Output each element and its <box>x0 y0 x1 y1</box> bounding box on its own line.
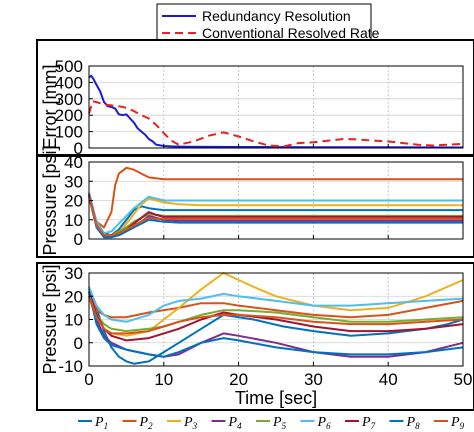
x-tick-label: 10 <box>154 370 173 389</box>
y-tick-label: 400 <box>55 73 83 92</box>
legend-label: P5 <box>272 415 287 431</box>
legend-label: P2 <box>139 415 154 431</box>
bottom-legend: P1 P2 P3 P4 P5 P6 P7 P8 P9 <box>78 415 465 431</box>
legend-label: P3 <box>183 415 198 431</box>
panel-frame <box>36 262 474 411</box>
y-tick-label: 20 <box>64 287 83 306</box>
y-tick-label: 0 <box>74 334 83 353</box>
y-tick-label: 20 <box>64 192 83 211</box>
x-axis-label: Time [sec] <box>235 388 317 408</box>
panel-frame <box>36 154 474 258</box>
legend-label: P7 <box>361 415 376 431</box>
series-line-conventional-resolved-rate <box>88 100 464 148</box>
series-line-p8 <box>88 196 463 239</box>
series-line-p3 <box>88 272 464 337</box>
legend-label: P9 <box>450 415 465 431</box>
y-tick-label: 500 <box>55 57 83 76</box>
legend-label: P4 <box>228 415 243 431</box>
series-line-p6 <box>88 192 463 235</box>
legend-label: P8 <box>406 415 421 431</box>
y-tick-label: 40 <box>64 153 83 172</box>
y-axis-label: Pressure [psi] <box>40 264 60 374</box>
y-tick-label: 0 <box>74 230 83 249</box>
series-line-p5 <box>88 293 464 333</box>
y-tick-label: 30 <box>64 172 83 191</box>
legend-label: P1 <box>94 415 108 431</box>
series-line-p8 <box>88 291 464 358</box>
x-tick-label: 30 <box>304 370 323 389</box>
y-tick-label: 300 <box>55 90 83 109</box>
legend-label: Conventional Resolved Rate <box>202 25 380 41</box>
series-line-p9 <box>88 295 464 335</box>
y-tick-label: 0 <box>74 139 83 158</box>
y-tick-label: 30 <box>64 264 83 283</box>
x-tick-label: 0 <box>84 370 93 389</box>
y-tick-label: 200 <box>55 106 83 125</box>
y-tick-label: 100 <box>55 123 83 142</box>
y-tick-label: 10 <box>64 311 83 330</box>
x-tick-label: 40 <box>379 370 398 389</box>
legend-label: Redundancy Resolution <box>202 8 351 24</box>
x-tick-label: 20 <box>229 370 248 389</box>
series-line-p6 <box>88 286 464 323</box>
series-line-p1 <box>88 288 464 365</box>
y-tick-label: -10 <box>58 357 83 376</box>
plot-area <box>88 65 464 149</box>
series-line-p2 <box>88 166 463 229</box>
legend-label: P6 <box>317 415 332 431</box>
y-axis-label: Error [mm] <box>40 65 60 150</box>
series-line-p9 <box>88 196 463 237</box>
x-tick-label: 50 <box>454 370 473 389</box>
series-line-redundancy-resolution <box>88 74 464 149</box>
y-tick-label: 10 <box>64 211 83 230</box>
y-axis-label: Pressure [psi] <box>40 145 60 255</box>
series-line-p7 <box>88 291 464 342</box>
